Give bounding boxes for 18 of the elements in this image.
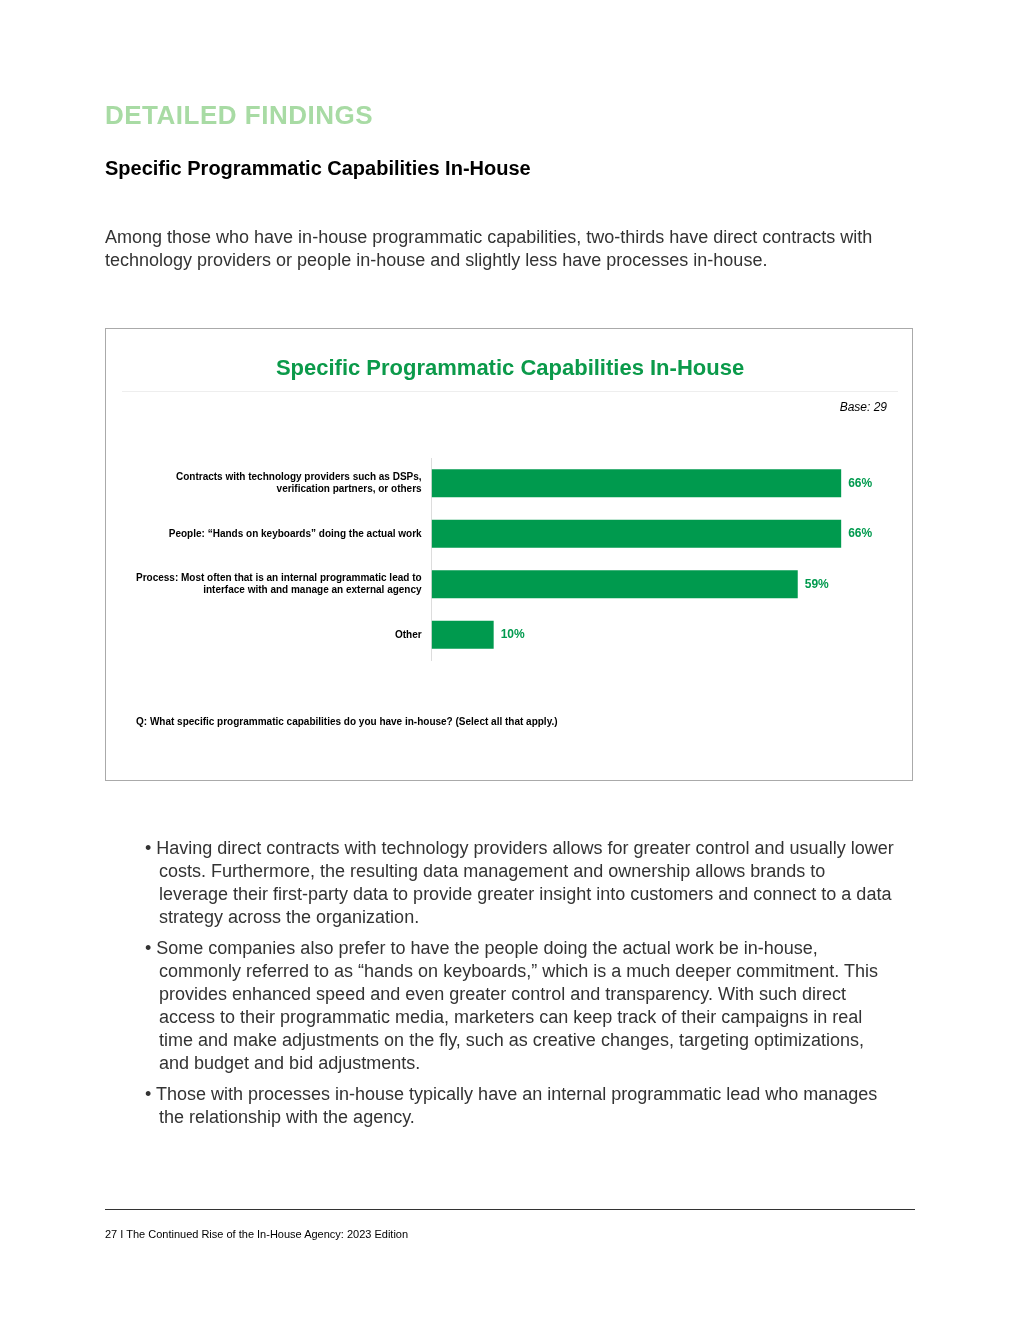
text: • Those with processes in-house typically have an internal programmatic lead who manages the relationship with the agency. (145, 1083, 879, 1129)
y-tick-label: Contracts with technology providers such as DSPs, verification partners, or others (175, 471, 423, 494)
data-label: 59% (804, 576, 830, 591)
text: Among those who have in-house programmatic capabilities, two-thirds have direct contracts with technology providers or people in-house and slightly less have processes in-house. (105, 226, 874, 272)
y-tick-label: Other (394, 628, 422, 640)
text: • Some companies also prefer to have the people doing the actual work be in-house, commonly referred to as “hands on keyboards,” which is a much deeper commitment. This provides enhanced speed and even greater control and transparency. With such direct access to their programmatic media, marketers can keep track of their campaigns in real time and make adjustments on the fly, such as creative changes, targeting optimizations, and budget and bid adjustments. (145, 937, 879, 1075)
data-label: 10% (500, 627, 526, 642)
text: Specific Programmatic Capabilities In-House (105, 157, 532, 180)
text: Base: 29 (838, 400, 887, 414)
text: DETAILED FINDINGS (105, 100, 375, 131)
y-tick-label: People: “Hands on keyboards” doing the actual work (168, 527, 423, 539)
text: Q: What specific programmatic capabilities do you have in-house? (Select all that apply.) (136, 716, 559, 727)
data-label: 66% (848, 475, 873, 490)
y-tick-label: Process: Most often that is an internal programmatic lead to interface with and manage an external agency (135, 572, 423, 595)
text: 27 I The Continued Rise of the In-House Agency: 2023 Edition (105, 1209, 915, 1240)
chart-title: Specific Programmatic Capabilities In-House (122, 355, 898, 392)
text: • Having direct contracts with technology providers allows for greater control and usually lower costs. Furthermore, the resulting data management and ownership allows brands to leverage their first-party data to provide greater insight into customers and connect to a data strategy across the organization. (145, 837, 895, 929)
data-label: 66% (848, 526, 873, 541)
